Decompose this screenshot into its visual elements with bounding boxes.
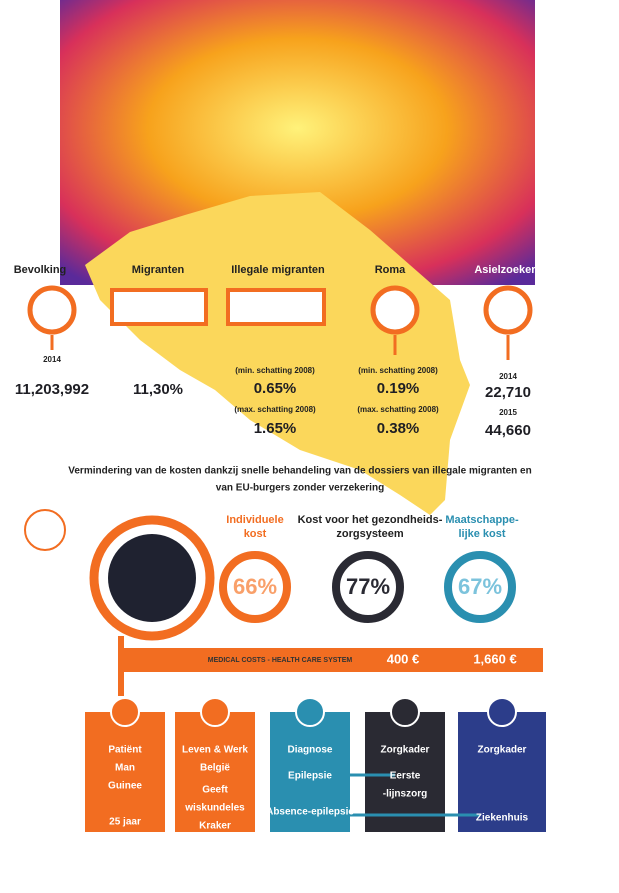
belgium-map (85, 192, 470, 515)
bar-cost: 1,660 € (473, 651, 516, 666)
box-text: Geeft (202, 785, 228, 796)
box-text: Zorgkader (381, 745, 430, 756)
box-text: Kraker (199, 821, 231, 832)
box-text: Man (115, 763, 135, 774)
stat-value: 22,710 (485, 384, 531, 401)
box-text: Zorgkader (478, 745, 527, 756)
heading: van EU-burgers zonder verzekering (216, 483, 384, 494)
stat-year: 2015 (499, 408, 517, 417)
stat-value: 11,203,992 (15, 381, 89, 398)
box-text: Diagnose (287, 745, 332, 756)
cost-title: Individuele (226, 514, 283, 526)
stat-note: (min. schatting 2008) (358, 366, 438, 375)
box-text: Absence-epilepsie (266, 807, 354, 818)
box-text: 25 jaar (109, 817, 141, 828)
stat-value: 1.65% (254, 420, 297, 437)
box-text: Leven & Werk (182, 745, 248, 756)
box-text: wiskundeles (184, 803, 245, 814)
cost-title: Maatschappe- (445, 514, 519, 526)
stat-note: (max. schatting 2008) (234, 405, 316, 414)
cost-title: lijke kost (458, 528, 505, 540)
box-text: Guinee (108, 781, 142, 792)
cost-value: 77% (346, 574, 390, 599)
stat-label: Roma (375, 264, 406, 276)
stat-label: Migranten (132, 264, 185, 276)
stat-year: 2014 (499, 372, 517, 381)
stat-value: 0.19% (377, 380, 420, 397)
cost-value: 67% (458, 574, 502, 599)
icons (24, 285, 546, 832)
stat-label: Illegale migranten (231, 264, 325, 276)
boxes: Patiënt Man Guinee 25 jaar Leven & Werk Belgi… (108, 745, 529, 832)
cost-title: Kost voor het gezondheids- (298, 514, 443, 526)
stat-note: (min. schatting 2008) (235, 366, 315, 375)
cost-title: zorgsysteem (336, 528, 403, 540)
stat-label: Asielzoekers (474, 264, 541, 276)
stat-value: 0.38% (377, 420, 420, 437)
heading: Vermindering van de kosten dankzij snell… (68, 466, 531, 477)
box-text: Ziekenhuis (476, 813, 529, 824)
box-text: Patiënt (108, 745, 142, 756)
box-text: België (200, 763, 230, 774)
cost-title: kost (244, 528, 267, 540)
cost-value: 66% (233, 574, 277, 599)
stat-note: (max. schatting 2008) (357, 405, 439, 414)
bar-cost: 400 € (387, 651, 420, 666)
bar-label: MEDICAL COSTS - HEALTH CARE SYSTEM (208, 657, 353, 664)
box-text: -lijnszorg (383, 789, 427, 800)
box-text: Epilepsie (288, 771, 332, 782)
box-text: Eerste (390, 771, 421, 782)
stat-label: Bevolking (14, 264, 67, 276)
stat-value: 11,30% (133, 381, 183, 398)
stat-year: 2014 (43, 355, 61, 364)
stat-value: 0.65% (254, 380, 297, 397)
stat-value: 44,660 (485, 422, 531, 439)
